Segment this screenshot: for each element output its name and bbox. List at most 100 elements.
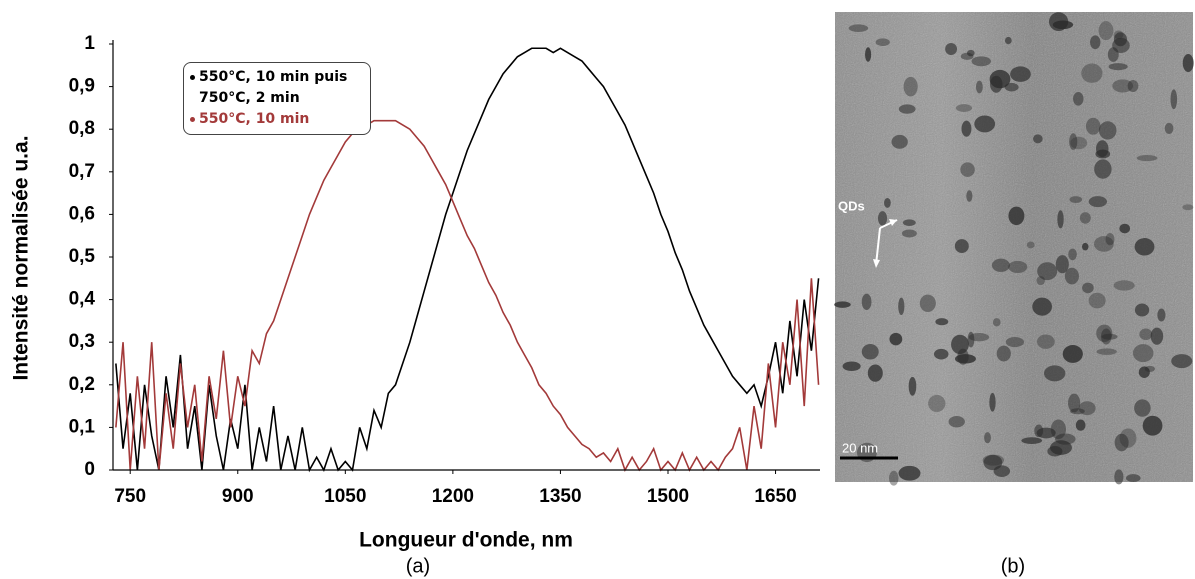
particle bbox=[960, 162, 975, 177]
y-axis-title: Intensité normalisée u.a. bbox=[10, 135, 33, 380]
legend: 550°C, 10 min puis 750°C, 2 min 550°C, 10… bbox=[183, 62, 371, 135]
panel-label: (a) bbox=[406, 555, 430, 577]
particle bbox=[975, 80, 983, 94]
particle bbox=[867, 364, 883, 382]
particle bbox=[1134, 303, 1150, 317]
particle bbox=[1139, 328, 1153, 341]
particle bbox=[974, 115, 996, 133]
y-tick-label: 1 bbox=[84, 33, 95, 54]
y-tick-label: 0,1 bbox=[69, 416, 96, 437]
particle bbox=[1098, 21, 1114, 41]
particle bbox=[1132, 344, 1154, 363]
y-tick-label: 0,4 bbox=[69, 289, 96, 310]
particle bbox=[1068, 393, 1081, 413]
particle bbox=[898, 104, 916, 114]
particle bbox=[1171, 354, 1193, 369]
y-tick-label: 0,9 bbox=[69, 76, 95, 97]
particle bbox=[1069, 196, 1083, 203]
particle bbox=[889, 332, 903, 346]
y-tick-label: 0,3 bbox=[69, 331, 95, 352]
particle bbox=[951, 334, 969, 355]
arrow bbox=[875, 227, 881, 266]
particle bbox=[1079, 212, 1091, 224]
particle bbox=[1119, 223, 1131, 234]
particle bbox=[1026, 241, 1035, 249]
y-tick-label: 0 bbox=[84, 459, 95, 480]
particle bbox=[948, 415, 965, 428]
particle bbox=[1081, 242, 1089, 251]
particle bbox=[861, 343, 879, 360]
particle bbox=[898, 465, 921, 481]
particle bbox=[1088, 196, 1108, 208]
particle bbox=[1090, 35, 1101, 50]
particle bbox=[1113, 280, 1135, 291]
particle bbox=[898, 297, 905, 316]
particle bbox=[1043, 365, 1066, 382]
particle bbox=[919, 294, 936, 312]
y-tick-label: 0,5 bbox=[69, 246, 96, 267]
particle bbox=[1101, 333, 1118, 340]
particle bbox=[1064, 267, 1079, 285]
data-line bbox=[115, 47, 820, 473]
particle bbox=[1033, 134, 1043, 144]
particle bbox=[901, 229, 917, 238]
particle bbox=[877, 211, 888, 226]
particle bbox=[1182, 53, 1194, 72]
particle bbox=[884, 197, 891, 208]
particle bbox=[996, 345, 1011, 362]
particle bbox=[1088, 292, 1106, 309]
particle bbox=[1114, 469, 1124, 485]
particle bbox=[961, 120, 972, 137]
particle bbox=[1100, 328, 1112, 345]
particle bbox=[993, 465, 1011, 477]
y-tick-label: 0,7 bbox=[69, 161, 95, 182]
legend-marker bbox=[190, 75, 195, 80]
particle bbox=[1127, 79, 1139, 92]
particle bbox=[933, 348, 949, 360]
particle bbox=[848, 24, 869, 32]
y-tick-label: 0,6 bbox=[69, 203, 95, 224]
particle bbox=[1150, 327, 1164, 345]
x-tick-label: 1500 bbox=[647, 486, 689, 507]
particle bbox=[1037, 262, 1058, 281]
particle bbox=[1073, 91, 1084, 106]
particle bbox=[1113, 32, 1128, 47]
particle bbox=[1032, 297, 1052, 316]
particle bbox=[1094, 159, 1112, 179]
particle bbox=[1142, 415, 1163, 436]
particle bbox=[861, 293, 872, 311]
particle bbox=[954, 354, 976, 364]
particle bbox=[968, 332, 990, 342]
x-tick-label: 1200 bbox=[432, 486, 474, 507]
x-tick-label: 1650 bbox=[754, 486, 796, 507]
particle bbox=[1134, 238, 1155, 256]
particle bbox=[1096, 140, 1109, 158]
particle bbox=[1068, 248, 1077, 261]
particle bbox=[1070, 136, 1088, 150]
legend-label: 550°C, 10 min puis 750°C, 2 min bbox=[199, 69, 348, 106]
legend-marker bbox=[190, 117, 195, 122]
particle bbox=[1096, 324, 1113, 343]
particle bbox=[834, 301, 851, 308]
particle bbox=[1057, 210, 1064, 229]
particle bbox=[1010, 66, 1031, 82]
particle bbox=[990, 75, 1003, 93]
particle bbox=[1136, 155, 1158, 162]
particle bbox=[1114, 433, 1129, 452]
particle bbox=[1004, 82, 1019, 92]
particle bbox=[1050, 440, 1072, 455]
particle bbox=[1021, 437, 1043, 445]
particle bbox=[954, 239, 969, 254]
particle bbox=[992, 318, 1001, 327]
legend-item: 550°C, 10 min bbox=[190, 109, 366, 130]
particle bbox=[891, 134, 908, 149]
particle bbox=[989, 392, 996, 412]
particle bbox=[1082, 282, 1094, 294]
particle bbox=[1170, 89, 1178, 110]
particle bbox=[1108, 63, 1128, 71]
particle bbox=[1164, 122, 1174, 135]
particle bbox=[1093, 236, 1114, 252]
x-tick-label: 1350 bbox=[539, 486, 581, 507]
particle bbox=[967, 49, 975, 57]
